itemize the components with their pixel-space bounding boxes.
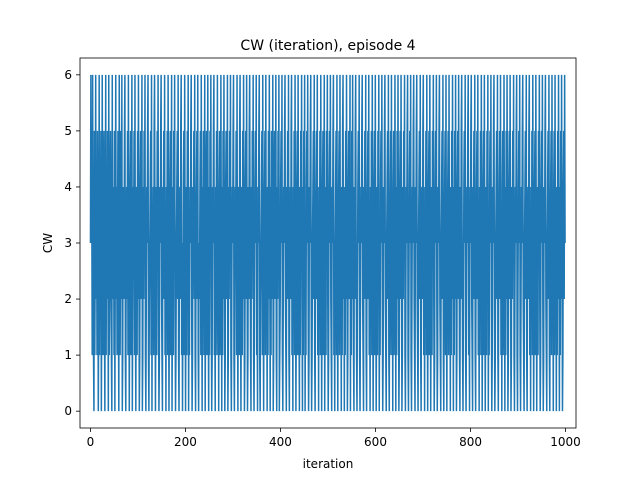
x-tick-label: 0 xyxy=(87,435,95,449)
x-tick-label: 1000 xyxy=(550,435,581,449)
chart-title: CW (iteration), episode 4 xyxy=(240,38,415,54)
y-tick-label: 4 xyxy=(64,180,72,194)
y-tick-label: 2 xyxy=(64,292,72,306)
y-tick-label: 6 xyxy=(64,68,72,82)
y-tick-label: 0 xyxy=(64,404,72,418)
y-axis-label: CW xyxy=(41,233,55,253)
x-tick-label: 800 xyxy=(459,435,482,449)
y-tick-label: 3 xyxy=(64,236,72,250)
y-axis: 0 1 2 3 4 5 6 xyxy=(64,68,80,418)
series-line-0 xyxy=(89,74,566,412)
x-tick-label: 200 xyxy=(174,435,197,449)
x-axis: 0 200 400 600 800 1000 xyxy=(87,428,581,449)
y-tick-label: 5 xyxy=(64,124,72,138)
x-tick-label: 400 xyxy=(269,435,292,449)
x-tick-label: 600 xyxy=(364,435,387,449)
x-axis-label: iteration xyxy=(303,457,354,471)
y-tick-label: 1 xyxy=(64,348,72,362)
plot-area xyxy=(89,74,566,412)
